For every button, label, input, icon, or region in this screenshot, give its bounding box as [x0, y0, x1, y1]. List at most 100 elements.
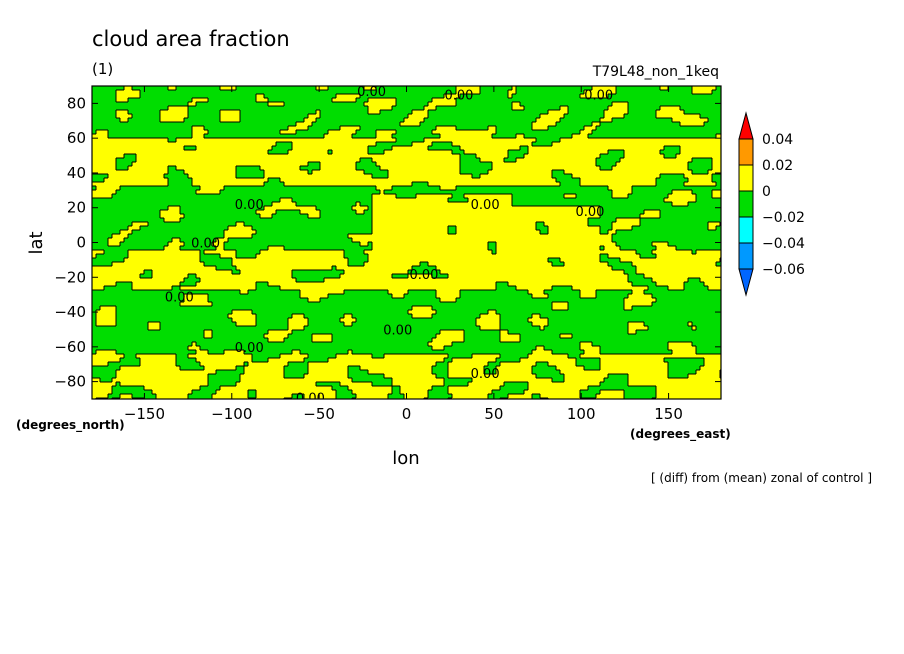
- field-cell-negative: [668, 174, 672, 178]
- field-cell-negative: [692, 202, 696, 206]
- field-cell-negative: [444, 274, 448, 278]
- field-cell-negative: [160, 318, 164, 322]
- field-cell-negative: [676, 302, 680, 306]
- field-cell-negative: [556, 258, 560, 262]
- field-cell-negative: [388, 298, 392, 302]
- field-cell-negative: [352, 106, 356, 110]
- field-cell-negative: [404, 318, 408, 322]
- field-cell-negative: [644, 98, 648, 102]
- field-cell-negative: [448, 142, 452, 146]
- field-cell-negative: [100, 86, 104, 90]
- field-cell-negative: [276, 118, 280, 122]
- field-cell-negative: [476, 106, 480, 110]
- field-cell-negative: [180, 314, 184, 318]
- field-cell-negative: [348, 202, 352, 206]
- field-cell-negative: [120, 242, 124, 246]
- field-cell-negative: [396, 90, 400, 94]
- field-cell-negative: [328, 306, 332, 310]
- field-cell-negative: [640, 98, 644, 102]
- field-cell-negative: [128, 306, 132, 310]
- field-cell-negative: [256, 202, 260, 206]
- field-cell-negative: [316, 274, 320, 278]
- field-cell-negative: [276, 214, 280, 218]
- field-cell-negative: [592, 310, 596, 314]
- field-cell-negative: [656, 206, 660, 210]
- field-cell-negative: [132, 98, 136, 102]
- field-cell-negative: [160, 126, 164, 130]
- field-cell-negative: [480, 170, 484, 174]
- field-cell-negative: [160, 202, 164, 206]
- field-cell-negative: [236, 242, 240, 246]
- field-cell-negative: [560, 294, 564, 298]
- field-cell-negative: [700, 94, 704, 98]
- field-cell-negative: [692, 278, 696, 282]
- field-cell-negative: [540, 222, 544, 226]
- field-cell-negative: [468, 158, 472, 162]
- field-cell-negative: [656, 202, 660, 206]
- field-cell-negative: [704, 234, 708, 238]
- field-cell-negative: [256, 130, 260, 134]
- field-cell-negative: [696, 282, 700, 286]
- field-cell-negative: [192, 110, 196, 114]
- field-cell-negative: [628, 110, 632, 114]
- field-cell-negative: [460, 150, 464, 154]
- field-cell-negative: [708, 94, 712, 98]
- field-cell-negative: [708, 102, 712, 106]
- field-cell-negative: [392, 126, 396, 130]
- field-cell-negative: [360, 218, 364, 222]
- field-cell-negative: [216, 102, 220, 106]
- field-cell-negative: [364, 90, 368, 94]
- field-cell-negative: [176, 298, 180, 302]
- field-cell-negative: [648, 254, 652, 258]
- field-cell-negative: [292, 218, 296, 222]
- field-cell-negative: [500, 318, 504, 322]
- field-cell-negative: [184, 234, 188, 238]
- field-cell-negative: [192, 282, 196, 286]
- field-cell-negative: [96, 258, 100, 262]
- field-cell-negative: [156, 106, 160, 110]
- field-cell-negative: [496, 302, 500, 306]
- field-cell-negative: [240, 90, 244, 94]
- field-cell-negative: [708, 290, 712, 294]
- field-cell-negative: [212, 298, 216, 302]
- field-cell-negative: [628, 134, 632, 138]
- field-cell-negative: [564, 174, 568, 178]
- field-cell-negative: [156, 298, 160, 302]
- field-cell-negative: [200, 114, 204, 118]
- field-cell-negative: [432, 114, 436, 118]
- plot-area: 0.00 0.00 0.000.00 0.00 0.000.000.000.000.00…: [54, 85, 722, 423]
- field-cell-negative: [444, 118, 448, 122]
- field-cell-negative: [496, 290, 500, 294]
- field-cell-negative: [248, 126, 252, 130]
- field-cell-negative: [228, 262, 232, 266]
- field-cell-negative: [248, 102, 252, 106]
- field-cell-negative: [168, 198, 172, 202]
- field-cell-negative: [148, 306, 152, 310]
- field-cell-negative: [616, 150, 620, 154]
- field-cell-negative: [104, 118, 108, 122]
- field-cell-negative: [592, 314, 596, 318]
- field-cell-negative: [684, 234, 688, 238]
- field-cell-negative: [708, 214, 712, 218]
- field-cell-negative: [624, 290, 628, 294]
- field-cell-negative: [144, 230, 148, 234]
- field-cell-negative: [588, 302, 592, 306]
- field-cell-negative: [520, 290, 524, 294]
- field-cell-negative: [636, 306, 640, 310]
- field-cell-negative: [252, 234, 256, 238]
- field-cell-negative: [664, 126, 668, 130]
- field-cell-negative: [612, 122, 616, 126]
- field-cell-negative: [272, 314, 276, 318]
- field-cell-negative: [528, 202, 532, 206]
- field-cell-negative: [316, 302, 320, 306]
- field-cell-negative: [556, 318, 560, 322]
- field-cell-negative: [372, 150, 376, 154]
- field-cell-negative: [184, 94, 188, 98]
- field-cell-negative: [384, 114, 388, 118]
- field-cell-negative: [156, 114, 160, 118]
- field-cell-negative: [132, 326, 136, 330]
- field-cell-negative: [660, 302, 664, 306]
- field-cell-negative: [104, 246, 108, 250]
- field-cell-negative: [116, 258, 120, 262]
- field-cell-negative: [656, 122, 660, 126]
